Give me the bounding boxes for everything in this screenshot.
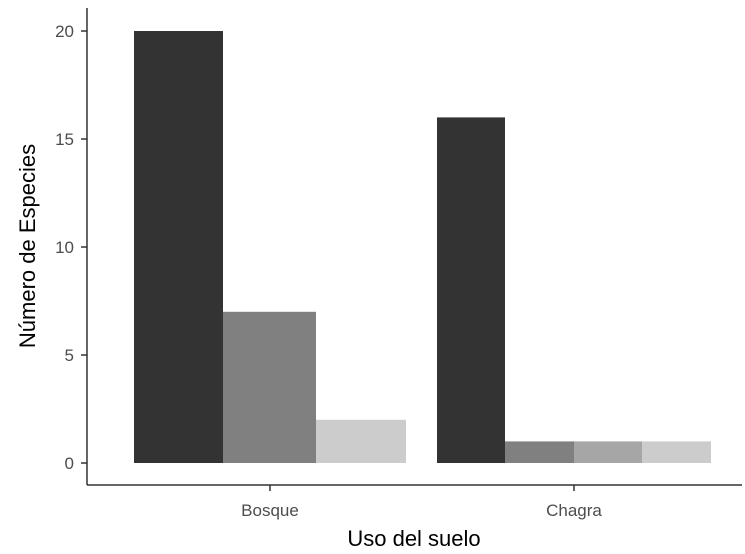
- x-axis-title: Uso del suelo: [347, 526, 480, 551]
- x-tick-label-chagra: Chagra: [546, 501, 602, 520]
- y-tick-label: 5: [65, 346, 74, 365]
- bar-chagra-2: [505, 441, 574, 463]
- y-tick-label: 15: [55, 130, 74, 149]
- bars-layer: [134, 31, 711, 464]
- bar-chagra-3: [574, 441, 642, 463]
- bar-bosque-1: [134, 31, 223, 463]
- y-tick-label: 0: [65, 454, 74, 473]
- x-tick-label-bosque: Bosque: [241, 501, 299, 520]
- bar-bosque-2: [223, 311, 316, 463]
- x-ticks: Bosque Chagra: [241, 485, 602, 520]
- y-tick-label: 20: [55, 22, 74, 41]
- bar-chagra-1: [437, 117, 505, 464]
- y-ticks: 0 5 10 15 20: [55, 22, 87, 473]
- bar-bosque-3: [316, 419, 406, 463]
- y-tick-label: 10: [55, 238, 74, 257]
- y-axis-title: Número de Especies: [15, 144, 40, 348]
- bar-chagra-4: [642, 441, 711, 463]
